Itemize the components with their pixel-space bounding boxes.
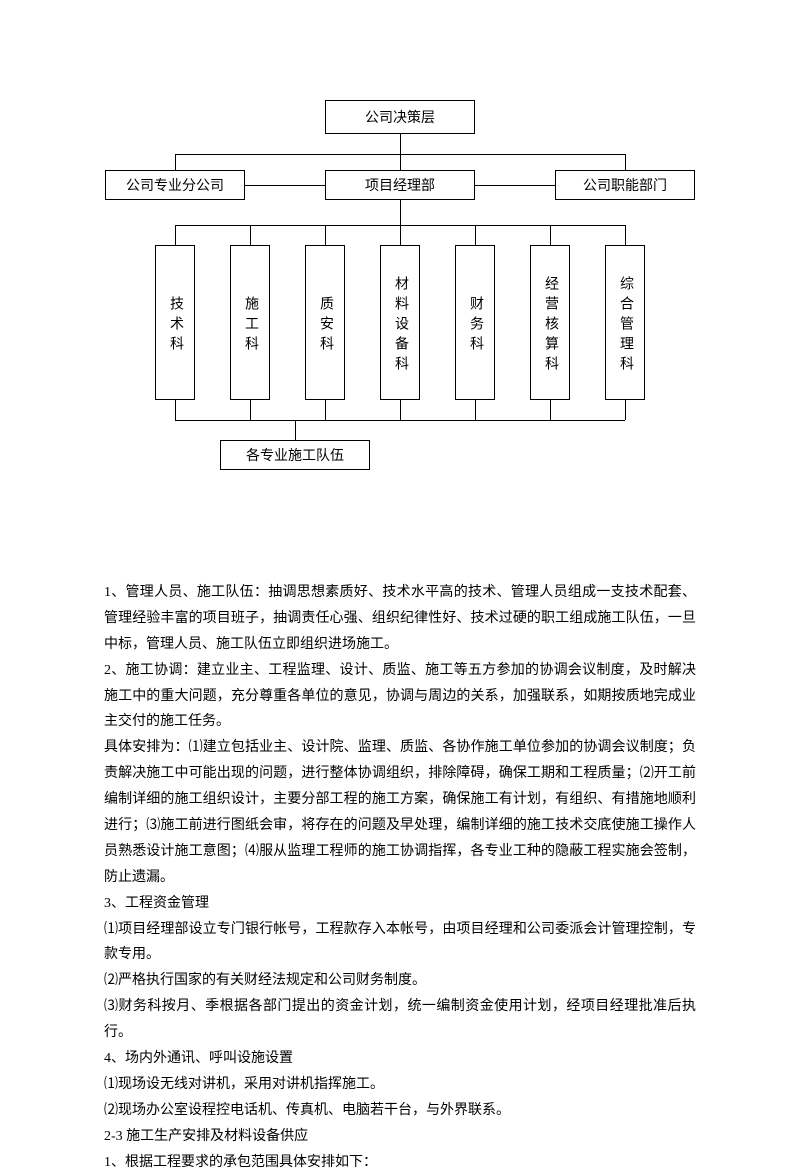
para-12: 1、根据工程要求的承包范围具体安排如下：	[104, 1150, 696, 1175]
para-2: 2、施工协调：建立业主、工程监理、设计、质监、施工等五方参加的协调会议制度，及时…	[104, 658, 696, 736]
para-10: ⑵现场办公室设程控电话机、传真机、电脑若干台，与外界联系。	[104, 1098, 696, 1124]
para-4: 3、工程资金管理	[104, 891, 696, 917]
box-mid-right: 公司职能部门	[555, 170, 695, 200]
box-top: 公司决策层	[325, 100, 475, 134]
dept-4: 财务科	[455, 245, 495, 400]
para-8: 4、场内外通讯、呼叫设施设置	[104, 1046, 696, 1072]
para-6: ⑵严格执行国家的有关财经法规定和公司财务制度。	[104, 968, 696, 994]
body-text: 1、管理人员、施工队伍：抽调思想素质好、技术水平高的技术、管理人员组成一支技术配…	[104, 580, 696, 1175]
dept-2: 质安科	[305, 245, 345, 400]
para-11: 2-3 施工生产安排及材料设备供应	[104, 1124, 696, 1150]
para-7: ⑶财务科按月、季根据各部门提出的资金计划，统一编制资金使用计划，经项目经理批准后…	[104, 994, 696, 1046]
box-mid-left: 公司专业分公司	[105, 170, 245, 200]
para-9: ⑴现场设无线对讲机，采用对讲机指挥施工。	[104, 1072, 696, 1098]
dept-1: 施工科	[230, 245, 270, 400]
para-5: ⑴项目经理部设立专门银行帐号，工程款存入本帐号，由项目经理和公司委派会计管理控制…	[104, 917, 696, 969]
dept-6: 综合管理科	[605, 245, 645, 400]
dept-3: 材料设备科	[380, 245, 420, 400]
org-chart: 公司决策层 公司专业分公司 项目经理部 公司职能部门 技术科 施工科 质安科 材…	[105, 100, 695, 480]
box-mid-center: 项目经理部	[325, 170, 475, 200]
para-1: 1、管理人员、施工队伍：抽调思想素质好、技术水平高的技术、管理人员组成一支技术配…	[104, 580, 696, 658]
dept-0: 技术科	[155, 245, 195, 400]
para-3: 具体安排为：⑴建立包括业主、设计院、监理、质监、各协作施工单位参加的协调会议制度…	[104, 735, 696, 890]
dept-5: 经营核算科	[530, 245, 570, 400]
box-bottom: 各专业施工队伍	[220, 440, 370, 470]
